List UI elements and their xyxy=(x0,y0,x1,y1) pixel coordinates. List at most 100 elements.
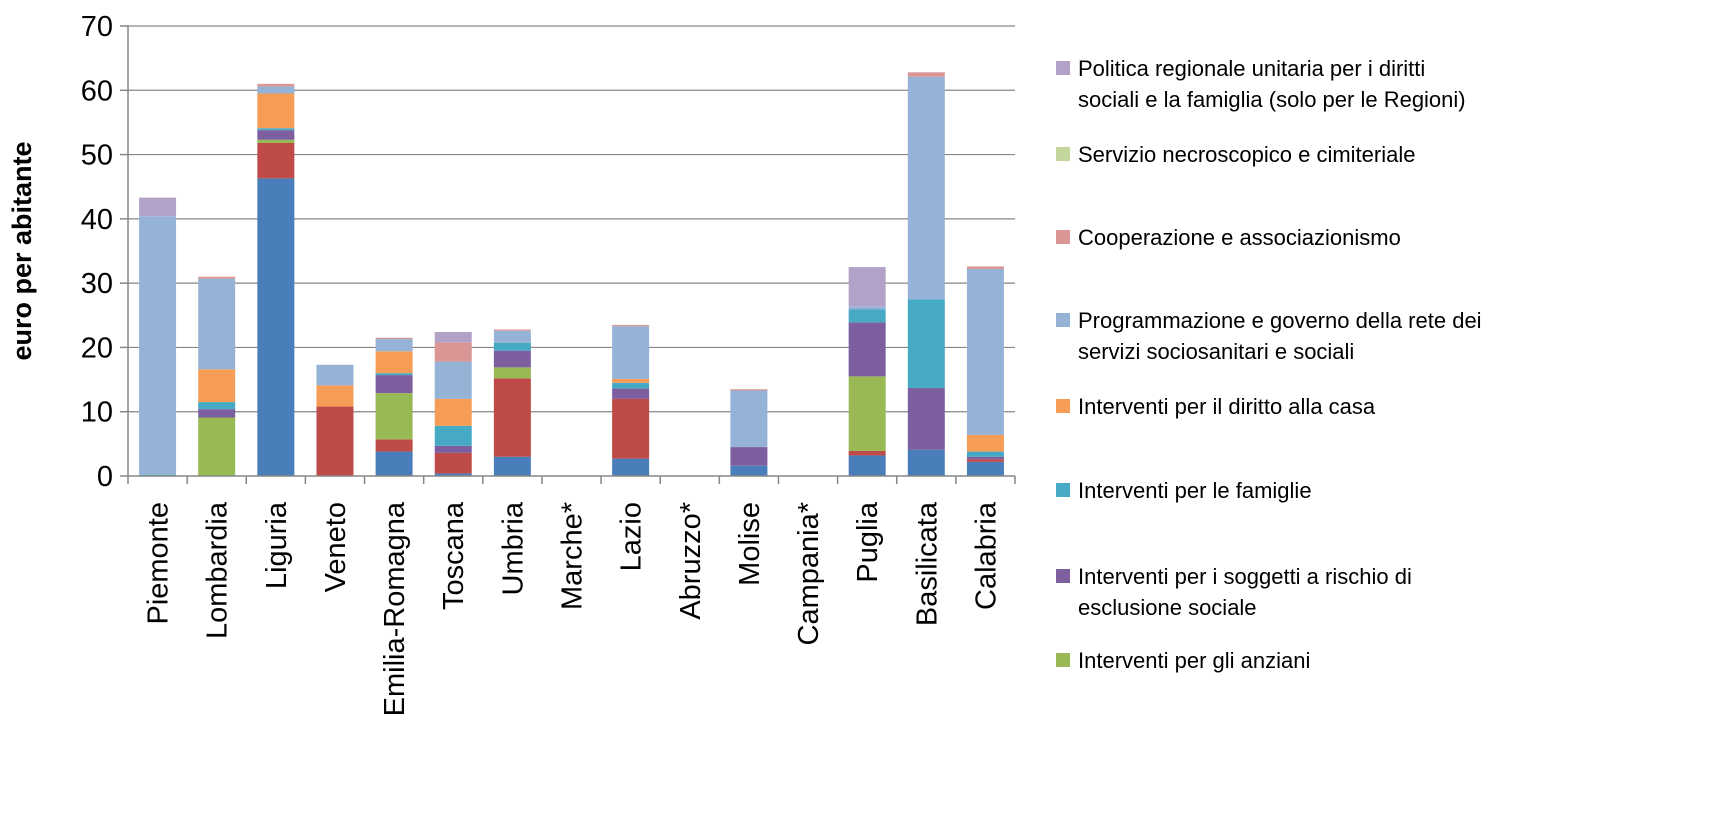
bar-segment xyxy=(966,434,1004,452)
bar-segment xyxy=(198,276,236,279)
legend-item: Servizio necroscopico e cimiteriale xyxy=(1056,142,1415,167)
legend-swatch xyxy=(1056,313,1070,327)
bar-segment xyxy=(848,450,886,456)
legend-item: Interventi per le famiglie xyxy=(1056,478,1312,503)
bar-segment xyxy=(966,451,1004,457)
bar-segment xyxy=(257,130,295,140)
x-tick-label: Marche* xyxy=(557,502,589,610)
bar-segment xyxy=(612,398,650,459)
x-tick-label: Calabria xyxy=(970,501,1002,610)
bar-segment xyxy=(198,369,236,403)
bar-segment xyxy=(612,324,650,327)
legend-label: Cooperazione e associazionismo xyxy=(1078,225,1401,250)
bar-segment xyxy=(907,72,945,77)
bar-segment xyxy=(907,387,945,450)
bar-segment xyxy=(375,439,413,452)
bar-segment xyxy=(848,309,886,323)
legend-label: Servizio necroscopico e cimiteriale xyxy=(1078,142,1415,167)
legend-item: Programmazione e governo della rete dei s… xyxy=(1056,308,1482,364)
bar-segment xyxy=(907,76,945,300)
bar-segment xyxy=(257,93,295,129)
y-tick-label: 60 xyxy=(81,75,113,107)
y-tick-label: 20 xyxy=(81,332,113,364)
legend-label: servizi sociosanitari e sociali xyxy=(1078,339,1354,364)
bar-segment xyxy=(434,452,472,474)
y-tick-label: 10 xyxy=(81,397,113,429)
bar-segment xyxy=(493,378,531,457)
y-tick-label: 30 xyxy=(81,268,113,300)
legend-swatch xyxy=(1056,230,1070,244)
x-tick-labels: Piemonte Lombardia Liguria Veneto Emilia-Rom… xyxy=(143,501,1003,716)
legend-item: Interventi per il diritto alla casa xyxy=(1056,394,1376,419)
y-tick-label: 0 xyxy=(97,461,113,493)
x-tick-label: Lazio xyxy=(616,502,648,571)
bar-segment xyxy=(434,361,472,399)
legend-swatch xyxy=(1056,147,1070,161)
bar-segment xyxy=(257,143,295,179)
legend-label: Politica regionale unitaria per i diritt… xyxy=(1078,56,1425,81)
x-tick-label: Veneto xyxy=(320,502,352,592)
y-tick-label: 70 xyxy=(81,11,113,43)
legend-label: esclusione sociale xyxy=(1078,595,1257,620)
bars xyxy=(139,72,1004,476)
bar-segment xyxy=(257,83,295,87)
legend-label: sociali e la famiglia (solo per le Regio… xyxy=(1078,87,1466,112)
bar-segment xyxy=(316,385,354,407)
bar-segment xyxy=(493,456,531,476)
bar-segment xyxy=(612,378,650,383)
legend-label: Interventi per i soggetti a rischio di xyxy=(1078,564,1412,589)
bar-segment xyxy=(198,409,236,418)
legend-swatch xyxy=(1056,569,1070,583)
x-tick-label: Liguria xyxy=(261,501,293,589)
bar-segment xyxy=(375,451,413,476)
legend-label: Interventi per gli anziani xyxy=(1078,648,1310,673)
y-tick-label: 50 xyxy=(81,140,113,172)
bar-segment xyxy=(375,339,413,352)
bar-segment xyxy=(198,278,236,370)
bar-segment xyxy=(375,393,413,440)
bar-segment xyxy=(434,425,472,446)
bar-segment xyxy=(966,456,1004,460)
bar-segment xyxy=(139,216,177,475)
bar-segment xyxy=(198,402,236,410)
legend-item: Interventi per gli anziani xyxy=(1056,648,1310,673)
bar-segment xyxy=(434,473,472,476)
bar-segment xyxy=(966,459,1004,462)
y-tick-label: 40 xyxy=(81,204,113,236)
legend-item: Cooperazione e associazionismo xyxy=(1056,225,1401,250)
bar-segment xyxy=(730,389,768,391)
legend-item: Politica regionale unitaria per i diritt… xyxy=(1056,56,1466,112)
bar-segment xyxy=(257,139,295,143)
bar-segment xyxy=(612,388,650,399)
bar-segment xyxy=(612,382,650,389)
bar-segment xyxy=(316,364,354,386)
bar-segment xyxy=(966,461,1004,476)
bar-segment xyxy=(257,128,295,131)
x-tick-label: Toscana xyxy=(438,501,470,610)
axes xyxy=(127,26,1015,477)
x-tick-label: Piemonte xyxy=(143,502,175,625)
bar-segment xyxy=(375,373,413,376)
bar-segment xyxy=(493,367,531,379)
bar-segment xyxy=(612,326,650,379)
legend-item: Interventi per i soggetti a rischio di es… xyxy=(1056,564,1412,620)
x-tick-label: Lombardia xyxy=(202,501,234,639)
legend-label: Interventi per le famiglie xyxy=(1078,478,1312,503)
bar-segment xyxy=(257,178,295,476)
bar-segment xyxy=(848,322,886,377)
bar-segment xyxy=(612,458,650,476)
legend-label: Programmazione e governo della rete dei xyxy=(1078,308,1482,333)
x-tick-label: Molise xyxy=(734,502,766,586)
x-tick-label: Basilicata xyxy=(911,501,943,626)
bar-segment xyxy=(316,406,354,476)
y-axis-label: euro per abitante xyxy=(7,141,37,360)
x-tick-label: Puglia xyxy=(852,501,884,582)
bar-segment xyxy=(434,445,472,453)
legend-swatch xyxy=(1056,483,1070,497)
bar-segment xyxy=(730,447,768,466)
legend-swatch xyxy=(1056,653,1070,667)
legend-swatch xyxy=(1056,399,1070,413)
bar-segment xyxy=(848,306,886,310)
bar-segment xyxy=(907,299,945,388)
